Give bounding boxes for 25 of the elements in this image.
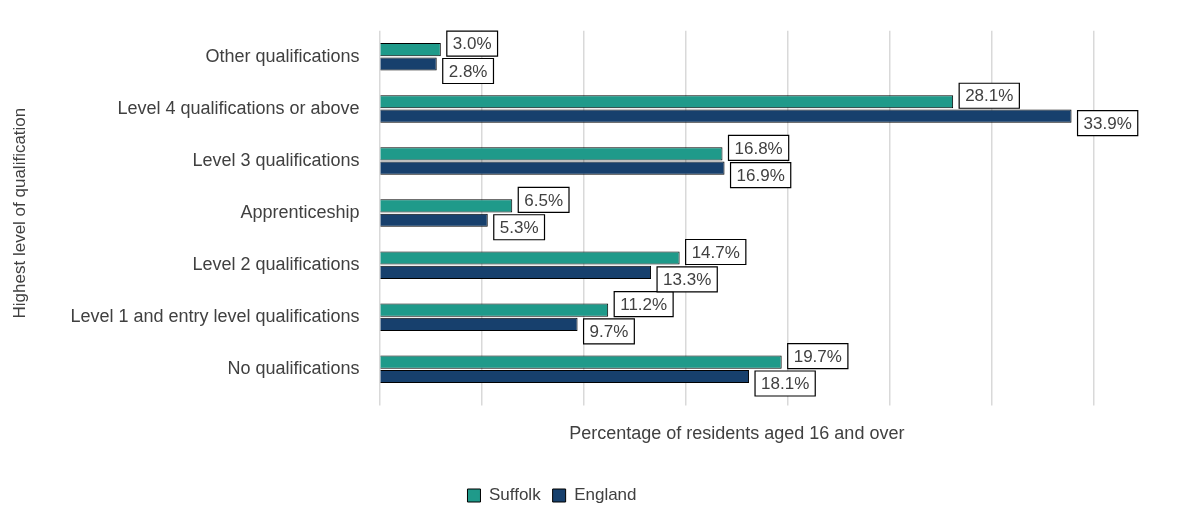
y-tick-label: Level 1 and entry level qualifications	[70, 306, 360, 327]
data-label: 3.0%	[452, 34, 492, 54]
y-tick-label: Level 4 qualifications or above	[117, 97, 360, 118]
data-label: 13.3%	[663, 270, 712, 290]
y-tick-label: Level 3 qualifications	[192, 149, 360, 170]
legend-label: England	[574, 485, 637, 505]
y-tick-label: Other qualifications	[205, 45, 360, 66]
data-label: 2.8%	[448, 61, 488, 81]
y-tick-label: Apprenticeship	[240, 202, 360, 223]
data-label: 16.8%	[734, 138, 783, 158]
data-label: 16.9%	[736, 165, 785, 185]
y-tick-label: Level 2 qualifications	[192, 254, 360, 275]
data-label: 9.7%	[589, 322, 629, 342]
y-tick-label: No qualifications	[227, 358, 360, 379]
x-axis-title: Percentage of residents aged 16 and over	[569, 423, 905, 444]
data-label: 14.7%	[691, 242, 740, 262]
data-label: 18.1%	[761, 374, 810, 394]
data-label: 6.5%	[524, 190, 564, 210]
data-label: 5.3%	[499, 217, 539, 237]
data-label: 19.7%	[793, 346, 842, 366]
data-label: 28.1%	[965, 86, 1014, 106]
data-label: 33.9%	[1083, 113, 1132, 133]
y-axis-title: Highest level of qualification	[9, 107, 29, 319]
data-label: 11.2%	[620, 294, 668, 314]
legend-label: Suffolk	[488, 485, 542, 505]
